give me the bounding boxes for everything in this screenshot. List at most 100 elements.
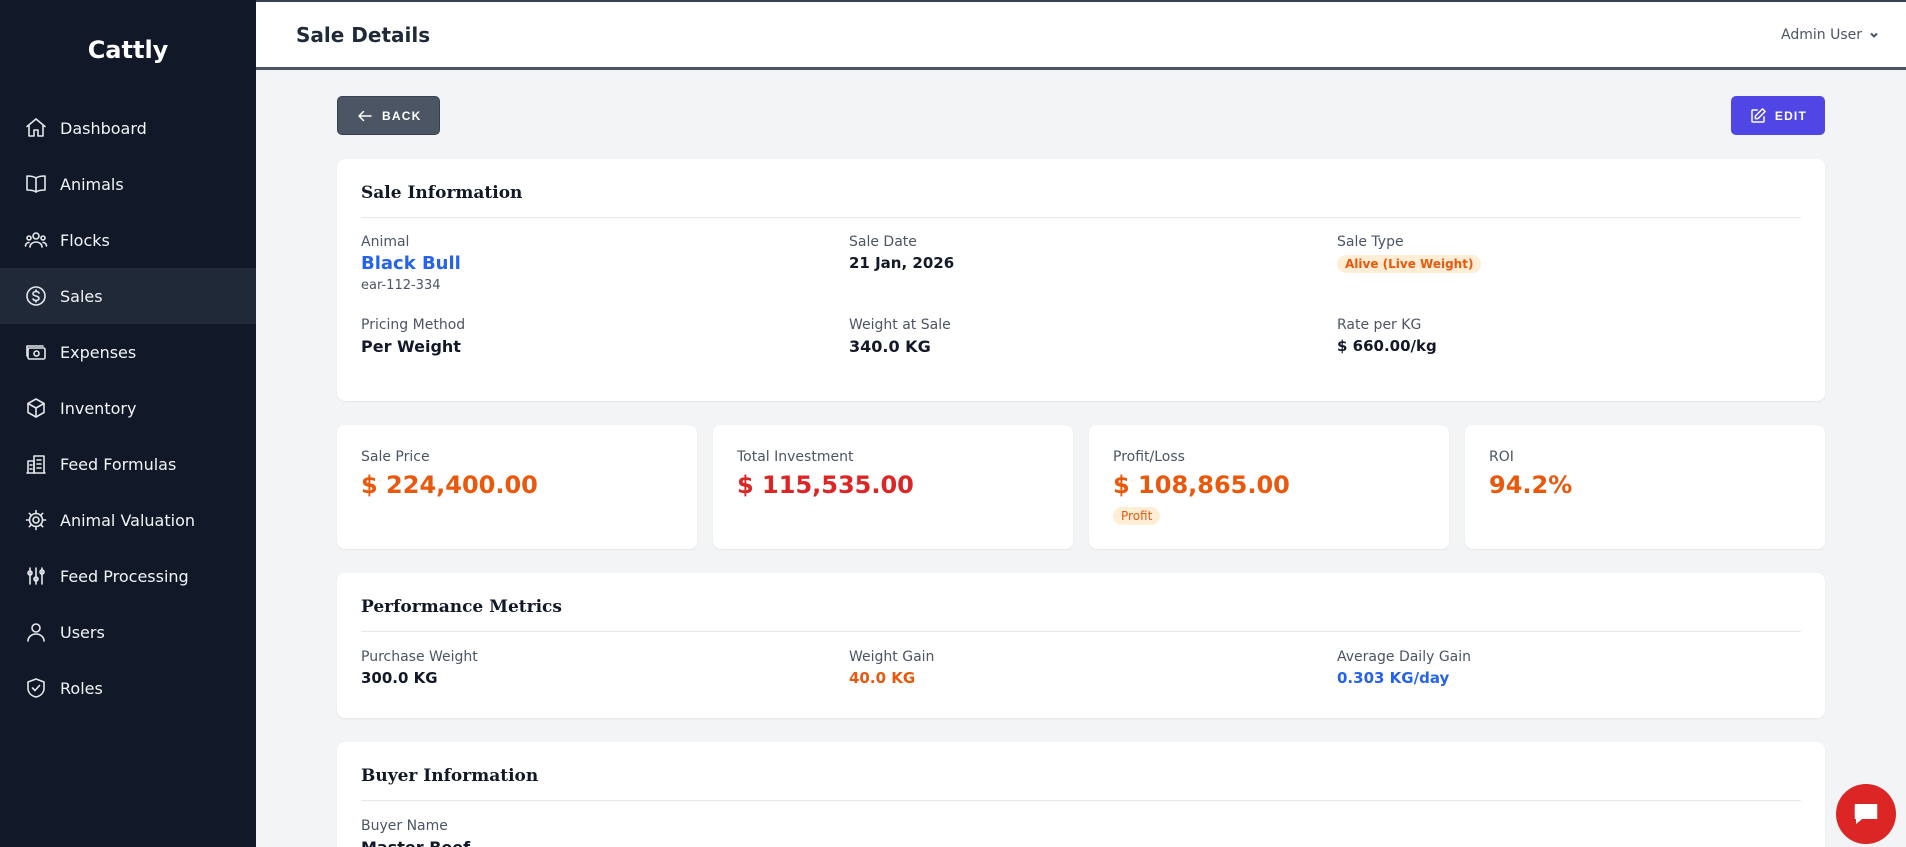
- sale-date-field: Sale Date 21 Jan, 2026: [849, 234, 1337, 293]
- sliders-icon: [27, 567, 45, 585]
- field-label: Sale Type: [1337, 234, 1404, 250]
- buyer-fields: Buyer Name Master Beef: [361, 818, 1801, 847]
- field-label: Buyer Name: [361, 818, 448, 834]
- back-button[interactable]: BACK: [337, 96, 441, 135]
- sidebar-item-label: Feed Formulas: [60, 454, 177, 474]
- home-icon: [26, 118, 46, 137]
- field-label: Purchase Weight: [361, 649, 478, 665]
- buyer-information-card: Buyer Information Buyer Name Master Beef: [337, 742, 1825, 847]
- animal-tag: ear-112-334: [361, 278, 441, 293]
- app-logo[interactable]: Cattly: [87, 36, 169, 64]
- section-title: Performance Metrics: [361, 597, 1801, 632]
- sidebar-item-label: Dashboard: [60, 118, 147, 138]
- sale-price-card: Sale Price $ 224,400.00: [337, 425, 697, 549]
- sidebar-item-label: Sales: [60, 286, 103, 306]
- sidebar-item-inventory[interactable]: Inventory: [0, 380, 256, 436]
- sidebar-item-animal-valuation[interactable]: Animal Valuation: [0, 492, 256, 548]
- performance-grid: Purchase Weight 300.0 KG Weight Gain 40.…: [361, 649, 1801, 687]
- profit-badge: Profit: [1113, 507, 1161, 525]
- sidebar-item-label: Expenses: [60, 342, 137, 362]
- sale-date-value: 21 Jan, 2026: [849, 254, 955, 272]
- field-label: Weight at Sale: [849, 317, 951, 333]
- stat-label: Profit/Loss: [1113, 449, 1185, 465]
- edit-icon: [1751, 107, 1766, 123]
- pricing-method-value: Per Weight: [361, 337, 461, 356]
- main-content: BACK EDIT Sale Information Animal Black …: [337, 70, 1825, 847]
- user-icon: [27, 623, 45, 642]
- weight-gain-field: Weight Gain 40.0 KG: [849, 649, 1337, 687]
- animal-field: Animal Black Bull ear-112-334: [361, 234, 849, 293]
- dollar-circle-icon: [26, 286, 46, 306]
- pricing-method-field: Pricing Method Per Weight: [361, 317, 849, 356]
- sidebar-item-dashboard[interactable]: Dashboard: [0, 100, 256, 156]
- stat-label: Total Investment: [737, 449, 854, 465]
- total-investment-value: $ 115,535.00: [737, 471, 914, 499]
- cash-icon: [26, 345, 46, 360]
- sidebar-item-label: Inventory: [60, 398, 137, 418]
- average-daily-gain-value: 0.303 KG/day: [1337, 669, 1450, 687]
- profit-loss-value: $ 108,865.00: [1113, 471, 1290, 499]
- sidebar-item-roles[interactable]: Roles: [0, 660, 256, 716]
- sidebar-item-expenses[interactable]: Expenses: [0, 324, 256, 380]
- back-button-label: BACK: [382, 108, 422, 123]
- animal-link[interactable]: Black Bull: [361, 253, 461, 274]
- purchase-weight-field: Purchase Weight 300.0 KG: [361, 649, 849, 687]
- section-title: Sale Information: [361, 183, 1801, 218]
- field-label: Pricing Method: [361, 317, 466, 333]
- section-title: Buyer Information: [361, 766, 1801, 801]
- shield-check-icon: [27, 678, 45, 698]
- total-investment-card: Total Investment $ 115,535.00: [713, 425, 1073, 549]
- average-daily-gain-field: Average Daily Gain 0.303 KG/day: [1337, 649, 1801, 687]
- top-bar: Sale Details Admin User: [256, 0, 1906, 70]
- field-label: Animal: [361, 234, 410, 250]
- cube-icon: [27, 398, 45, 418]
- page-title: Sale Details: [296, 22, 431, 47]
- roi-card: ROI 94.2%: [1465, 425, 1825, 549]
- sale-info-grid: Animal Black Bull ear-112-334 Sale Date …: [361, 234, 1801, 356]
- chat-icon: [1854, 804, 1878, 824]
- sidebar-item-label: Roles: [60, 678, 103, 698]
- sale-type-badge: Alive (Live Weight): [1337, 255, 1482, 273]
- user-name: Admin User: [1781, 26, 1862, 43]
- summary-stats: Sale Price $ 224,400.00 Total Investment…: [337, 425, 1825, 549]
- sidebar-nav: Dashboard Animals Flocks Sales Expenses …: [0, 100, 256, 716]
- sale-price-value: $ 224,400.00: [361, 471, 538, 499]
- arrow-left-icon: [358, 110, 372, 121]
- building-icon: [26, 455, 46, 474]
- sidebar-item-flocks[interactable]: Flocks: [0, 212, 256, 268]
- performance-metrics-card: Performance Metrics Purchase Weight 300.…: [337, 573, 1825, 718]
- chat-button[interactable]: [1836, 784, 1896, 844]
- edit-button[interactable]: EDIT: [1730, 96, 1825, 135]
- sidebar-item-label: Animals: [60, 174, 124, 194]
- field-label: Rate per KG: [1337, 317, 1422, 333]
- sidebar-item-feed-formulas[interactable]: Feed Formulas: [0, 436, 256, 492]
- book-icon: [26, 175, 46, 193]
- sidebar-item-feed-processing[interactable]: Feed Processing: [0, 548, 256, 604]
- sidebar-item-sales[interactable]: Sales: [0, 268, 256, 324]
- sidebar-item-label: Users: [60, 622, 105, 642]
- sidebar-item-label: Flocks: [60, 230, 110, 250]
- roi-value: 94.2%: [1489, 471, 1573, 499]
- sale-type-field: Sale Type Alive (Live Weight): [1337, 234, 1801, 293]
- sidebar: Cattly Dashboard Animals Flocks Sales Ex…: [0, 0, 256, 847]
- action-toolbar: BACK EDIT: [337, 70, 1825, 159]
- user-menu[interactable]: Admin User: [1781, 27, 1880, 43]
- field-label: Average Daily Gain: [1337, 649, 1472, 665]
- buyer-name-value: Master Beef: [361, 838, 1801, 847]
- gear-icon: [25, 509, 47, 531]
- sidebar-item-label: Feed Processing: [60, 566, 189, 586]
- sidebar-item-users[interactable]: Users: [0, 604, 256, 660]
- weight-value: 340.0 KG: [849, 337, 931, 356]
- sale-information-card: Sale Information Animal Black Bull ear-1…: [337, 159, 1825, 401]
- rate-value: $ 660.00/kg: [1337, 337, 1437, 355]
- users-group-icon: [24, 232, 48, 248]
- sidebar-item-animals[interactable]: Animals: [0, 156, 256, 212]
- weight-field: Weight at Sale 340.0 KG: [849, 317, 1337, 356]
- weight-gain-value: 40.0 KG: [849, 669, 916, 687]
- field-label: Sale Date: [849, 234, 917, 250]
- rate-field: Rate per KG $ 660.00/kg: [1337, 317, 1801, 356]
- sidebar-item-label: Animal Valuation: [60, 510, 195, 530]
- stat-label: ROI: [1489, 449, 1514, 465]
- chevron-down-icon: [1870, 32, 1878, 38]
- profit-loss-card: Profit/Loss $ 108,865.00 Profit: [1089, 425, 1449, 549]
